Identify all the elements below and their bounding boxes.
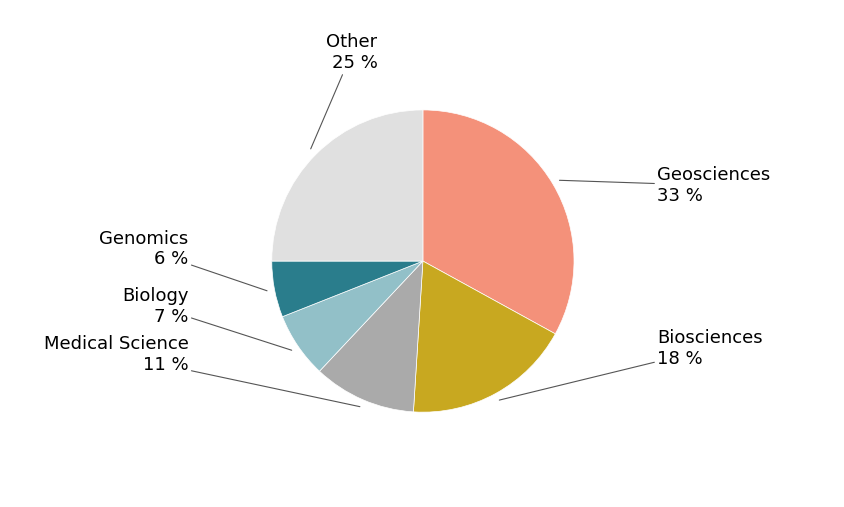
Wedge shape (272, 261, 422, 317)
Wedge shape (413, 261, 555, 412)
Text: Medical Science
11 %: Medical Science 11 % (44, 335, 360, 407)
Wedge shape (422, 110, 573, 334)
Wedge shape (282, 261, 422, 371)
Text: Other
25 %: Other 25 % (311, 33, 377, 149)
Wedge shape (319, 261, 422, 412)
Text: Biology
7 %: Biology 7 % (122, 287, 291, 350)
Text: Biosciences
18 %: Biosciences 18 % (499, 330, 762, 400)
Wedge shape (272, 110, 422, 261)
Text: Geosciences
33 %: Geosciences 33 % (559, 166, 770, 205)
Text: Genomics
6 %: Genomics 6 % (100, 230, 267, 291)
